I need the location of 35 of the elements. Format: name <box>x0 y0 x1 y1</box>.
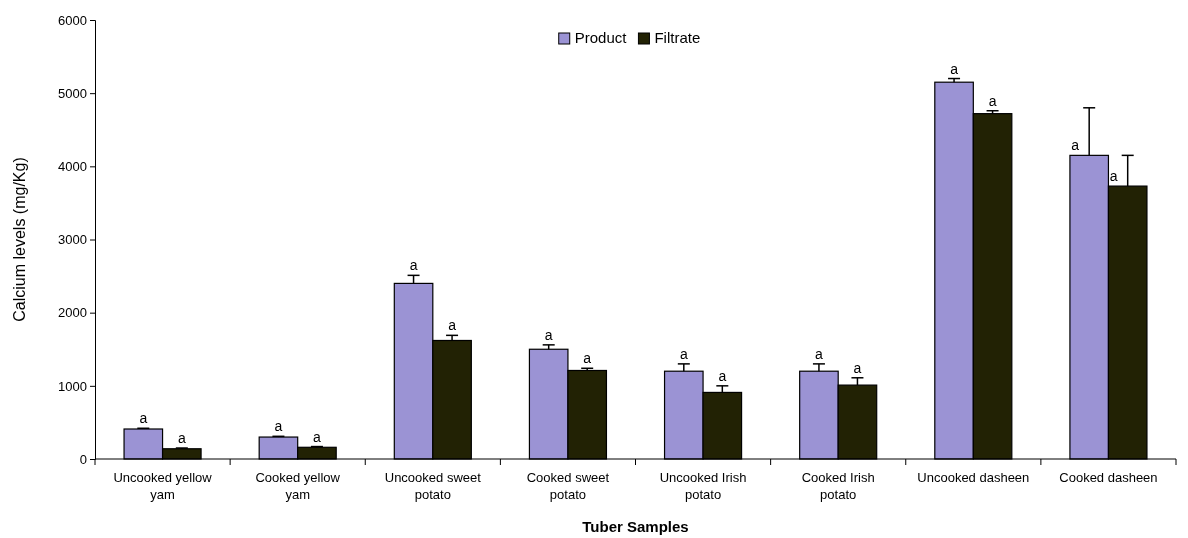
data-label: a <box>988 92 997 109</box>
data-label: a <box>1109 168 1118 185</box>
data-label: a <box>313 428 322 445</box>
data-label: a <box>448 317 457 334</box>
x-axis-title: Tuber Samples <box>582 518 689 535</box>
data-label: a <box>950 60 959 77</box>
x-tick-label: Cooked dasheen <box>1059 470 1158 485</box>
x-tick-label: Uncooked Irish potato <box>659 470 747 502</box>
data-label: a <box>177 430 186 447</box>
data-label: a <box>274 418 283 435</box>
x-tick-label: Uncooked yellow yam <box>113 470 213 502</box>
data-label: a <box>409 257 418 274</box>
x-tick-label: Cooked Irish potato <box>801 470 875 502</box>
legend-label: Product <box>574 29 628 46</box>
y-axis-title: Calcium levels (mg/Kg) <box>11 157 28 322</box>
x-tick-label: Cooked sweet potato <box>526 470 610 502</box>
data-label: a <box>679 345 688 362</box>
data-label: a <box>1071 137 1080 154</box>
y-tick-label: 3000 <box>58 232 87 248</box>
y-tick-label: 1000 <box>58 378 87 394</box>
y-tick-label: 2000 <box>58 305 87 321</box>
y-tick-label: 0 <box>79 451 87 467</box>
x-tick-label: Cooked yellow yam <box>255 470 341 502</box>
y-tick-label: 6000 <box>58 12 87 28</box>
data-label: a <box>853 359 862 376</box>
legend-label: Filtrate <box>654 29 701 46</box>
y-tick-label: 4000 <box>58 158 87 174</box>
data-label: a <box>815 345 824 362</box>
data-label: a <box>718 367 727 384</box>
data-label: a <box>139 410 148 427</box>
x-tick-label: Uncooked sweet potato <box>384 470 482 502</box>
data-label: a <box>544 326 553 343</box>
x-tick-label: Uncooked dasheen <box>917 470 1030 485</box>
y-tick-label: 5000 <box>58 85 87 101</box>
data-label: a <box>583 350 592 367</box>
